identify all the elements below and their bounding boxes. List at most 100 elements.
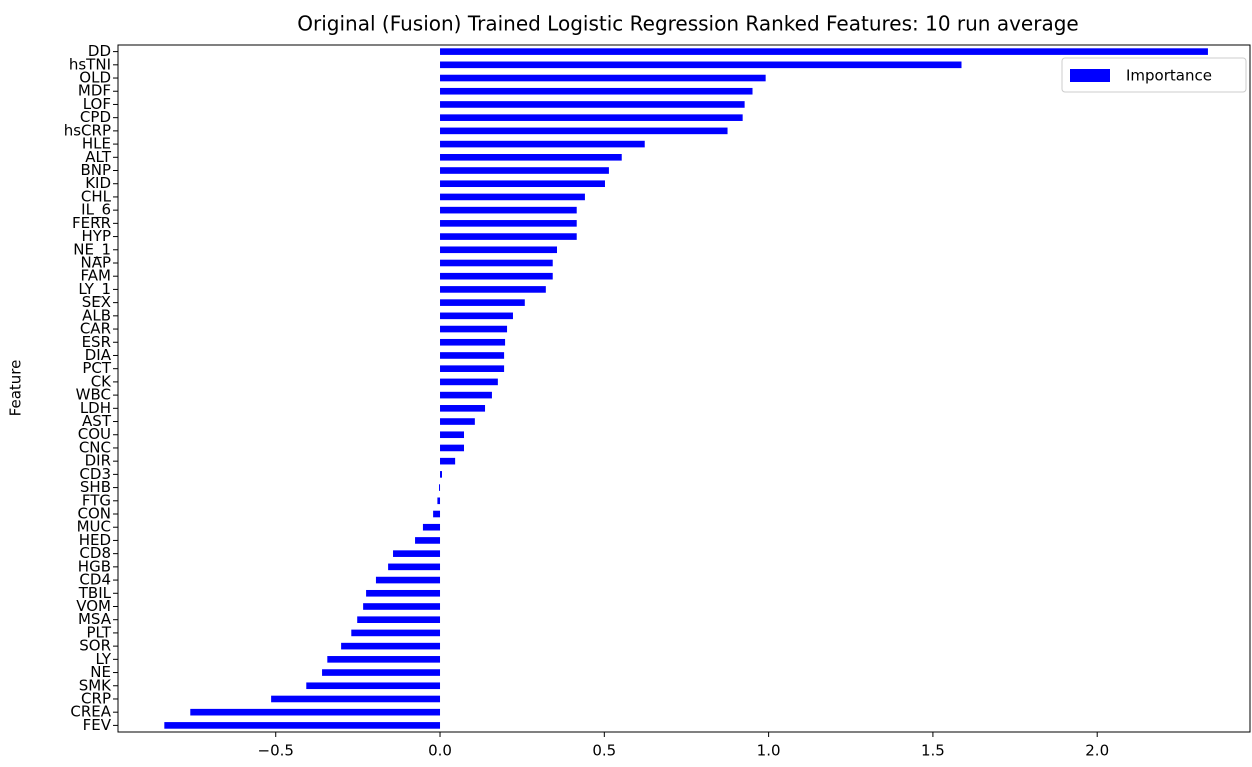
bar	[388, 563, 441, 571]
y-tick-label: LY	[95, 650, 111, 668]
y-tick-label: CNC	[79, 438, 111, 456]
y-tick-label: hsTNI	[69, 55, 111, 73]
bar	[440, 206, 577, 214]
bar	[440, 286, 546, 293]
bar	[440, 61, 962, 69]
y-tick-label: ALB	[82, 306, 111, 324]
y-tick-label: NAP	[80, 253, 111, 271]
bar	[440, 325, 508, 333]
y-tick-label: FERR	[72, 214, 111, 232]
bar	[164, 722, 441, 729]
x-tick-label: 2.0	[1085, 742, 1109, 760]
bar	[440, 457, 456, 465]
bar	[306, 682, 441, 690]
bar	[440, 48, 1208, 55]
y-tick-label: BNP	[80, 161, 111, 179]
y-tick-label: CK	[91, 372, 112, 390]
bar	[422, 523, 441, 531]
y-tick-label: CD3	[79, 465, 111, 483]
bar	[440, 167, 609, 174]
y-tick-label: HLE	[82, 135, 111, 153]
bar	[440, 180, 605, 188]
y-tick-label: PCT	[82, 359, 112, 377]
y-tick-label: SHB	[80, 478, 111, 496]
bar	[440, 101, 745, 108]
bar	[393, 550, 441, 557]
bar	[363, 603, 441, 610]
bar	[271, 695, 441, 703]
bar	[440, 405, 486, 412]
bar	[351, 629, 441, 637]
bar	[322, 669, 441, 676]
bar	[440, 87, 753, 95]
y-tick-label: SEX	[82, 293, 111, 311]
y-axis-label: Feature	[7, 360, 25, 417]
bar	[440, 431, 465, 439]
bar	[440, 193, 585, 201]
y-tick-label: HED	[79, 531, 111, 549]
y-tick-label: AST	[82, 412, 112, 430]
bar	[440, 365, 505, 372]
bar	[357, 616, 441, 624]
bar	[440, 338, 506, 346]
y-tick-label: MSA	[78, 610, 112, 628]
y-tick-label: CHL	[81, 187, 112, 205]
bar	[437, 497, 441, 505]
bar	[440, 233, 577, 240]
bar	[439, 484, 441, 491]
y-tick-label: IL_6	[81, 201, 111, 220]
y-tick-label: CD8	[79, 544, 111, 562]
y-tick-label: SOR	[79, 637, 111, 655]
bar	[415, 537, 441, 544]
bar	[440, 391, 492, 399]
y-tick-label: MDF	[78, 82, 111, 100]
y-tick-label: ALT	[85, 148, 112, 166]
bar	[433, 510, 441, 518]
y-tick-label: DD	[88, 42, 111, 60]
y-tick-label: LDH	[80, 399, 111, 417]
bar	[440, 74, 766, 82]
y-tick-label: TBIL	[78, 584, 112, 602]
bar	[440, 127, 728, 135]
bar	[440, 418, 475, 425]
y-tick-label: CPD	[80, 108, 111, 126]
y-tick-label: LOF	[83, 95, 111, 113]
y-tick-label: DIA	[85, 346, 112, 364]
bar	[440, 259, 553, 267]
legend-box	[1061, 57, 1247, 93]
y-tick-label: OLD	[79, 69, 111, 87]
y-tick-label: CON	[77, 505, 111, 523]
y-tick-label: hsCRP	[64, 121, 111, 139]
x-tick-label: −0.5	[258, 742, 294, 760]
bar	[327, 656, 441, 663]
bar	[440, 140, 645, 148]
y-tick-label: COU	[78, 425, 111, 443]
bar	[440, 272, 553, 280]
x-tick-label: 0.5	[592, 742, 616, 760]
bar	[440, 471, 442, 478]
y-tick-label: KID	[85, 174, 111, 192]
y-tick-label: ESR	[82, 333, 111, 351]
bar	[366, 589, 441, 597]
chart-title: Original (Fusion) Trained Logistic Regre…	[297, 12, 1078, 36]
y-tick-label: HYP	[82, 227, 112, 245]
y-tick-label: LY_1	[78, 280, 111, 299]
bar	[440, 153, 622, 161]
y-tick-label: FTG	[82, 491, 111, 509]
bar	[440, 312, 513, 320]
x-tick-label: 0.0	[428, 742, 452, 760]
x-tick-label: 1.0	[757, 742, 781, 760]
bar	[440, 220, 577, 227]
y-tick-label: CREA	[70, 703, 111, 721]
bar	[440, 299, 525, 306]
y-tick-label: FEV	[83, 716, 112, 734]
x-tick-label: 1.5	[921, 742, 945, 760]
bar	[341, 642, 441, 650]
y-tick-label: CAR	[80, 320, 111, 338]
bar	[375, 576, 441, 584]
legend-label: Importance	[1126, 67, 1212, 85]
y-tick-label: CRP	[81, 689, 111, 707]
y-tick-label: PLT	[87, 623, 112, 641]
y-tick-label: NE_1	[73, 240, 111, 259]
